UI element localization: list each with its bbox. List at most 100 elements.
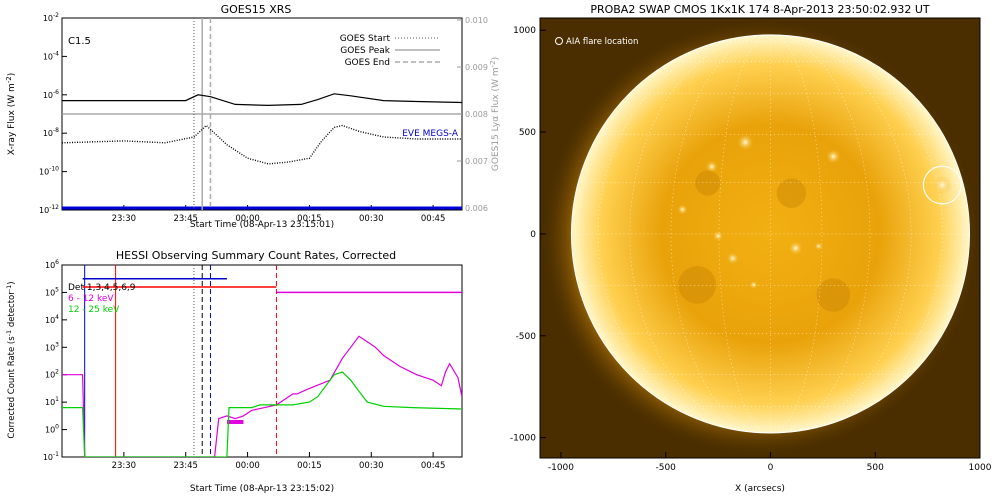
legend-goes-peak: GOES Peak <box>340 46 390 56</box>
dark-region <box>776 178 807 208</box>
swap-title: PROBA2 SWAP CMOS 1Kx1K 174 8-Apr-2013 23… <box>590 3 930 16</box>
goes-y2-tick-label: 0.006 <box>465 204 488 213</box>
hessi-y-label: Corrected Count Rate (s-1 detector-1) <box>5 281 17 438</box>
goes-eve-label: EVE MEGS-A <box>402 129 459 139</box>
hessi-y-tick-label: 101 <box>45 396 59 407</box>
aia-flare-location-circle <box>922 165 962 205</box>
goes-title: GOES15 XRS <box>221 3 292 16</box>
legend-goes-start: GOES Start <box>340 34 391 44</box>
hessi-x-label: Start Time (08-Apr-13 23:15:02) <box>190 484 334 494</box>
swap-legend-label: AIA flare location <box>566 37 638 47</box>
swap-legend: AIA flare location <box>555 37 638 47</box>
hessi-series-6-12keV <box>62 335 462 457</box>
goes-y-tick-label: 10-10 <box>39 166 59 177</box>
goes-series-long <box>62 93 462 107</box>
goes-y-tick-label: 10-2 <box>43 12 59 23</box>
swap-y-tick-label: -500 <box>516 332 537 342</box>
legend-6-12: 6 - 12 keV <box>68 294 114 304</box>
goes-x-tick-label: 00:15 <box>297 214 322 224</box>
goes-x-tick-label: 23:30 <box>112 214 137 224</box>
hessi-y-tick-label: 103 <box>45 341 59 352</box>
hessi-data <box>62 265 462 457</box>
active-region <box>677 204 688 215</box>
dark-region <box>816 278 851 312</box>
hessi-x-tick-label: 00:15 <box>297 461 322 471</box>
hessi-legend: Det 1,3,4,5,6,9 6 - 12 keV 12 - 25 keV <box>68 283 136 315</box>
swap-y-tick-label: 500 <box>519 128 536 138</box>
hessi-x-tick-label: 00:45 <box>421 461 446 471</box>
swap-y-axis: 1000 500 0 -500 -1000 <box>510 26 546 444</box>
goes-y-axis: 10-2 10-4 10-6 10-8 10-10 10-12 <box>39 12 67 215</box>
longitude-line <box>770 34 943 434</box>
hessi-panel: HESSI Observing Summary Count Rates, Cor… <box>5 249 463 494</box>
active-region <box>705 160 719 173</box>
goes-panel: GOES15 XRS 10-2 10-4 10-6 10-8 10-10 10-12 0.… <box>5 3 501 230</box>
goes-y2-label: GOES15 Lyα Flux (W m-2) <box>489 57 501 171</box>
swap-y-tick-label: -1000 <box>510 434 536 444</box>
active-region <box>826 149 841 164</box>
legend-goes-end: GOES End <box>345 58 390 68</box>
hessi-y-tick-label: 104 <box>45 314 59 325</box>
hessi-x-tick-label: 23:45 <box>173 461 198 471</box>
hessi-x-tick-label: 23:30 <box>112 461 137 471</box>
goes-y-tick-label: 10-12 <box>39 204 59 215</box>
swap-x-label: X (arcsecs) <box>735 484 785 494</box>
hessi-y-axis: 106 105 104 103 102 101 100 10-1 <box>43 259 67 462</box>
sun-features <box>677 133 952 312</box>
goes-y2-tick-label: 0.009 <box>465 63 488 72</box>
active-region <box>814 241 823 251</box>
legend-det: Det 1,3,4,5,6,9 <box>68 283 136 293</box>
active-region <box>788 240 803 256</box>
hessi-y-tick-label: 105 <box>45 286 59 297</box>
goes-y-tick-label: 10-4 <box>43 50 59 61</box>
hessi-title: HESSI Observing Summary Count Rates, Cor… <box>116 249 396 262</box>
hessi-x-tick-label: 00:30 <box>359 461 384 471</box>
goes-y2-tick-label: 0.007 <box>465 157 488 166</box>
goes-legend: GOES Start GOES Peak GOES End <box>340 34 440 68</box>
goes-flare-class: C1.5 <box>68 36 91 47</box>
active-region <box>726 252 740 265</box>
goes-y-label: X-ray Flux (W m-2) <box>5 73 17 155</box>
swap-plot-frame <box>539 17 981 459</box>
hessi-y-tick-label: 10-1 <box>43 451 59 462</box>
swap-x-axis: -1000 -500 0 500 1000 <box>548 452 992 473</box>
active-region <box>736 133 754 151</box>
active-region <box>712 230 724 242</box>
swap-panel: PROBA2 SWAP CMOS 1Kx1K 174 8-Apr-2013 23… <box>510 3 992 494</box>
legend-circle-icon <box>555 37 563 45</box>
goes-series-short <box>62 124 462 165</box>
longitude-line <box>578 34 771 434</box>
goes-y2-tick-label: 0.010 <box>465 16 488 25</box>
hessi-x-axis: 23:30 23:45 00:00 00:15 00:30 00:45 <box>112 452 446 471</box>
goes-y-tick-label: 10-8 <box>43 127 59 138</box>
heliographic-grid <box>571 34 970 434</box>
swap-x-tick-label: 0 <box>768 463 774 473</box>
swap-y-tick-label: 0 <box>530 230 536 240</box>
goes-x-tick-label: 00:45 <box>421 214 446 224</box>
hessi-series-12-25keV <box>62 371 462 457</box>
goes-y-tick-label: 10-6 <box>43 89 59 100</box>
longitude-line <box>598 34 771 434</box>
goes-x-label: Start Time (08-Apr-13 23:15:01) <box>190 220 334 230</box>
hessi-y-tick-label: 100 <box>45 424 59 435</box>
longitude-line <box>770 34 912 434</box>
legend-12-25: 12 - 25 keV <box>68 305 120 315</box>
longitude-line <box>770 34 963 434</box>
swap-y-tick-label: 1000 <box>513 26 536 36</box>
longitude-line <box>629 34 771 434</box>
hessi-y-tick-label: 106 <box>45 259 59 270</box>
longitude-line <box>670 34 771 434</box>
swap-x-tick-label: 500 <box>867 463 884 473</box>
goes-y2-tick-label: 0.008 <box>465 110 488 119</box>
swap-x-tick-label: -500 <box>655 463 676 473</box>
hessi-x-tick-label: 00:00 <box>235 461 260 471</box>
dark-region <box>695 170 721 196</box>
dark-region <box>678 265 717 304</box>
sun-disk <box>570 34 971 434</box>
hessi-plot-frame <box>61 264 463 458</box>
swap-x-tick-label: 1000 <box>969 463 992 473</box>
goes-data <box>62 18 462 210</box>
goes-x-tick-label: 00:00 <box>235 214 260 224</box>
active-region <box>749 280 758 290</box>
